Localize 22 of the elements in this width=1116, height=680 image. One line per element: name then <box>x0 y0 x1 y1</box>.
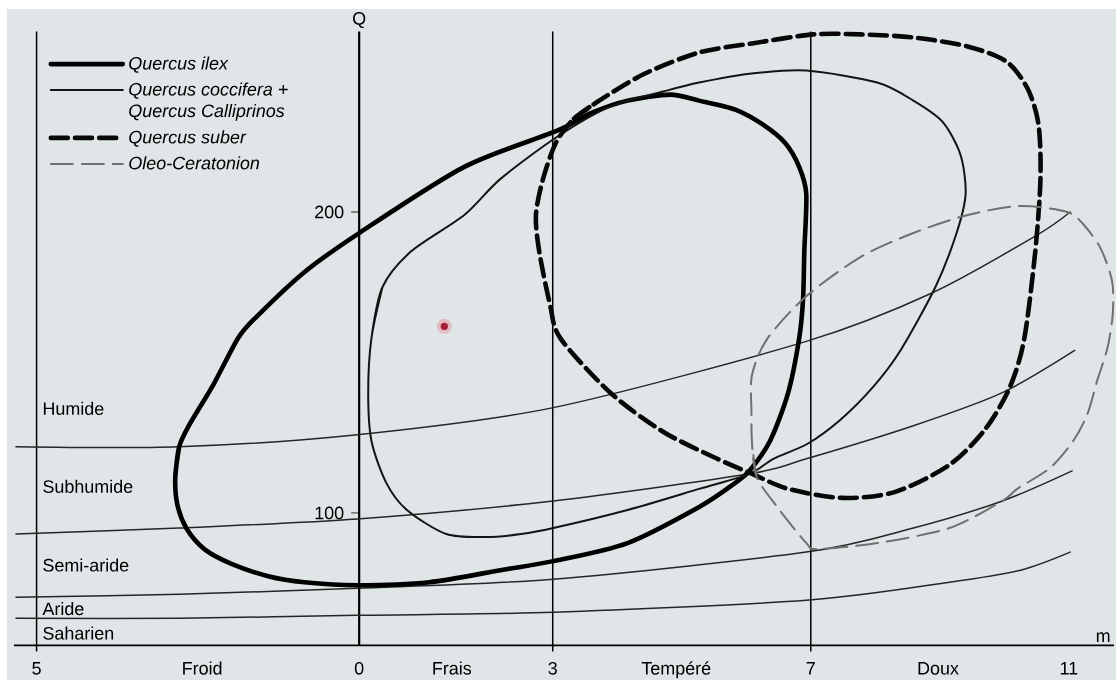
annotation: Semi-aride <box>43 558 129 572</box>
annotation: Aride <box>42 601 84 616</box>
y-tick-label: 100 <box>315 506 344 520</box>
legend-label: Quercus coccifera + Quercus Calliprinos <box>129 82 288 121</box>
y-axis-title: Q <box>353 12 366 28</box>
text: Froid <box>183 661 222 675</box>
x-tick-label: 0 <box>354 661 364 675</box>
x-axis-title: m <box>1096 632 1110 642</box>
x-tick-label: 3 <box>548 661 557 675</box>
y-tick-label: 200 <box>315 205 344 219</box>
annotation: Subhumide <box>43 479 133 493</box>
text: Tempéré <box>641 661 711 679</box>
legend-label: Oleo-Ceratonion <box>129 156 260 170</box>
annotation: Saharien <box>43 626 114 640</box>
legend-label: Quercus suber <box>129 130 247 147</box>
text: Frais <box>433 661 472 675</box>
annotation: Humide <box>43 401 104 415</box>
legend-label: Quercus ilex <box>129 56 229 73</box>
x-tick-label: 11 <box>1060 662 1078 675</box>
x-tick-label: 5 <box>32 662 41 675</box>
x-tick-label: 7 <box>806 662 815 675</box>
text: Doux <box>918 662 959 675</box>
